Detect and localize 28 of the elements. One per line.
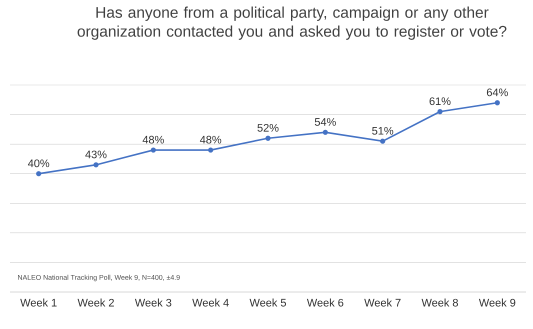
chart-title: Has anyone from a political party, campaign or any other organization contacted you and asked you to register or vote? bbox=[78, 6, 506, 40]
point bbox=[265, 136, 271, 141]
point bbox=[380, 138, 386, 144]
point bbox=[494, 100, 500, 106]
x-tick-label: Week 8 bbox=[422, 298, 458, 307]
x-tick-label: Week 2 bbox=[78, 298, 114, 307]
x-tick-label: Week 6 bbox=[306, 298, 344, 307]
point bbox=[322, 130, 328, 135]
data-label: 48% bbox=[200, 136, 222, 144]
x-tick-label: Week 7 bbox=[364, 298, 401, 307]
data-label: 40% bbox=[28, 159, 50, 168]
point bbox=[36, 171, 42, 176]
data-label: 43% bbox=[85, 150, 107, 158]
data-label: 64% bbox=[486, 88, 508, 96]
data-label: 54% bbox=[314, 118, 336, 126]
x-tick-label: Week 3 bbox=[134, 298, 172, 307]
data-label: 48% bbox=[142, 136, 164, 144]
x-tick-label: Week 4 bbox=[192, 298, 229, 307]
x-tick-label: Week 1 bbox=[20, 298, 57, 307]
point bbox=[437, 109, 443, 114]
point bbox=[208, 147, 214, 153]
data-label: 52% bbox=[257, 124, 279, 132]
data-label: 51% bbox=[372, 126, 394, 135]
point bbox=[150, 147, 156, 153]
data-label: 61% bbox=[430, 97, 451, 106]
point bbox=[93, 162, 99, 168]
x-tick-label: Week 9 bbox=[478, 298, 516, 307]
x-tick-label: Week 5 bbox=[250, 298, 286, 307]
